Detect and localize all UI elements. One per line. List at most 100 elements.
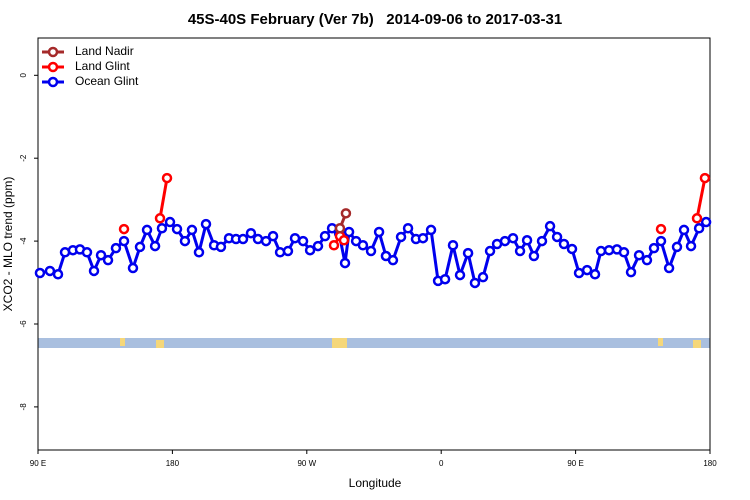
land-patch [332, 338, 347, 348]
data-point [338, 235, 350, 246]
data-point [260, 235, 272, 247]
data-point [127, 262, 139, 274]
data-point [52, 269, 64, 280]
data-point [252, 233, 264, 245]
y-axis-label: XCO2 - MLO trend (ppm) [1, 177, 15, 312]
data-point [373, 226, 385, 238]
data-point [589, 269, 601, 280]
data-point [625, 266, 637, 278]
data-point [110, 242, 122, 254]
legend-marker [47, 76, 59, 88]
y-tick-label: 0 [19, 73, 28, 78]
data-point [655, 223, 667, 235]
data-point [186, 224, 198, 236]
x-tick-label: 180 [703, 459, 717, 468]
data-point [544, 220, 556, 232]
data-point [365, 245, 377, 257]
chart-title: 45S-40S February (Ver 7b) 2014-09-06 to … [188, 11, 562, 28]
data-point [691, 213, 703, 224]
data-point [439, 273, 451, 285]
data-point [149, 240, 161, 252]
data-point [343, 226, 355, 238]
data-point [312, 240, 324, 252]
data-point [595, 245, 607, 257]
data-point [328, 239, 340, 251]
data-point [282, 245, 294, 257]
data-point [685, 240, 697, 252]
map-strip [38, 338, 710, 348]
data-point [304, 244, 316, 256]
y-tick-label: -2 [19, 154, 28, 162]
y-tick-label: -8 [19, 403, 28, 411]
legend-label: Land Glint [75, 59, 130, 73]
data-point [395, 231, 407, 243]
land-patch [693, 340, 701, 348]
data-point [118, 235, 130, 247]
data-point [88, 265, 100, 277]
data-point [118, 223, 130, 235]
data-point [693, 222, 705, 234]
data-point [551, 231, 563, 243]
data-point [339, 257, 351, 269]
legend-marker [47, 61, 59, 73]
data-point [633, 249, 645, 261]
data-point [566, 243, 578, 255]
plot-frame [37, 37, 711, 451]
y-tick-label: -4 [19, 237, 28, 245]
data-point [699, 172, 711, 184]
data-point [319, 230, 331, 242]
data-point [340, 208, 352, 219]
data-point [387, 254, 399, 266]
data-point [462, 247, 474, 259]
data-point [671, 241, 683, 253]
data-point [454, 269, 466, 281]
data-point [179, 235, 191, 247]
data-point [648, 242, 660, 254]
data-point [200, 218, 212, 230]
data-point [193, 247, 205, 258]
data-point [274, 247, 286, 258]
data-point [514, 245, 526, 257]
data-point [267, 230, 279, 242]
data-point [102, 254, 114, 266]
data-point [171, 223, 183, 235]
data-point [477, 271, 489, 283]
data-point [402, 222, 414, 234]
data-point [447, 239, 459, 251]
data-point [34, 267, 46, 279]
legend-marker [47, 46, 59, 58]
legend-label: Land Nadir [75, 44, 134, 58]
data-point [678, 224, 690, 236]
data-point [357, 239, 369, 251]
data-point [95, 249, 107, 261]
data-point [156, 222, 168, 234]
data-point [521, 235, 533, 246]
data-point [484, 245, 496, 257]
x-tick-label: 90 W [297, 459, 316, 468]
data-point [44, 265, 56, 277]
data-point [507, 232, 519, 244]
ocean-strip [38, 338, 710, 348]
data-point [528, 250, 540, 262]
x-tick-label: 0 [439, 459, 444, 468]
x-tick-label: 180 [166, 459, 180, 468]
data-point [425, 224, 437, 236]
data-point [154, 213, 166, 224]
y-tick-label: -6 [19, 320, 28, 328]
data-point [289, 232, 301, 244]
data-point [417, 232, 429, 244]
data-point [573, 267, 585, 279]
data-point [334, 222, 346, 234]
data-point [663, 262, 675, 274]
x-axis-label: Longitude [349, 476, 402, 490]
data-point [297, 235, 309, 247]
land-patch [120, 338, 125, 346]
data-point [164, 216, 176, 228]
data-point [161, 172, 173, 184]
data-point [655, 235, 667, 247]
data-point [618, 247, 630, 258]
x-tick-label: 90 E [30, 459, 46, 468]
data-point [215, 241, 227, 253]
